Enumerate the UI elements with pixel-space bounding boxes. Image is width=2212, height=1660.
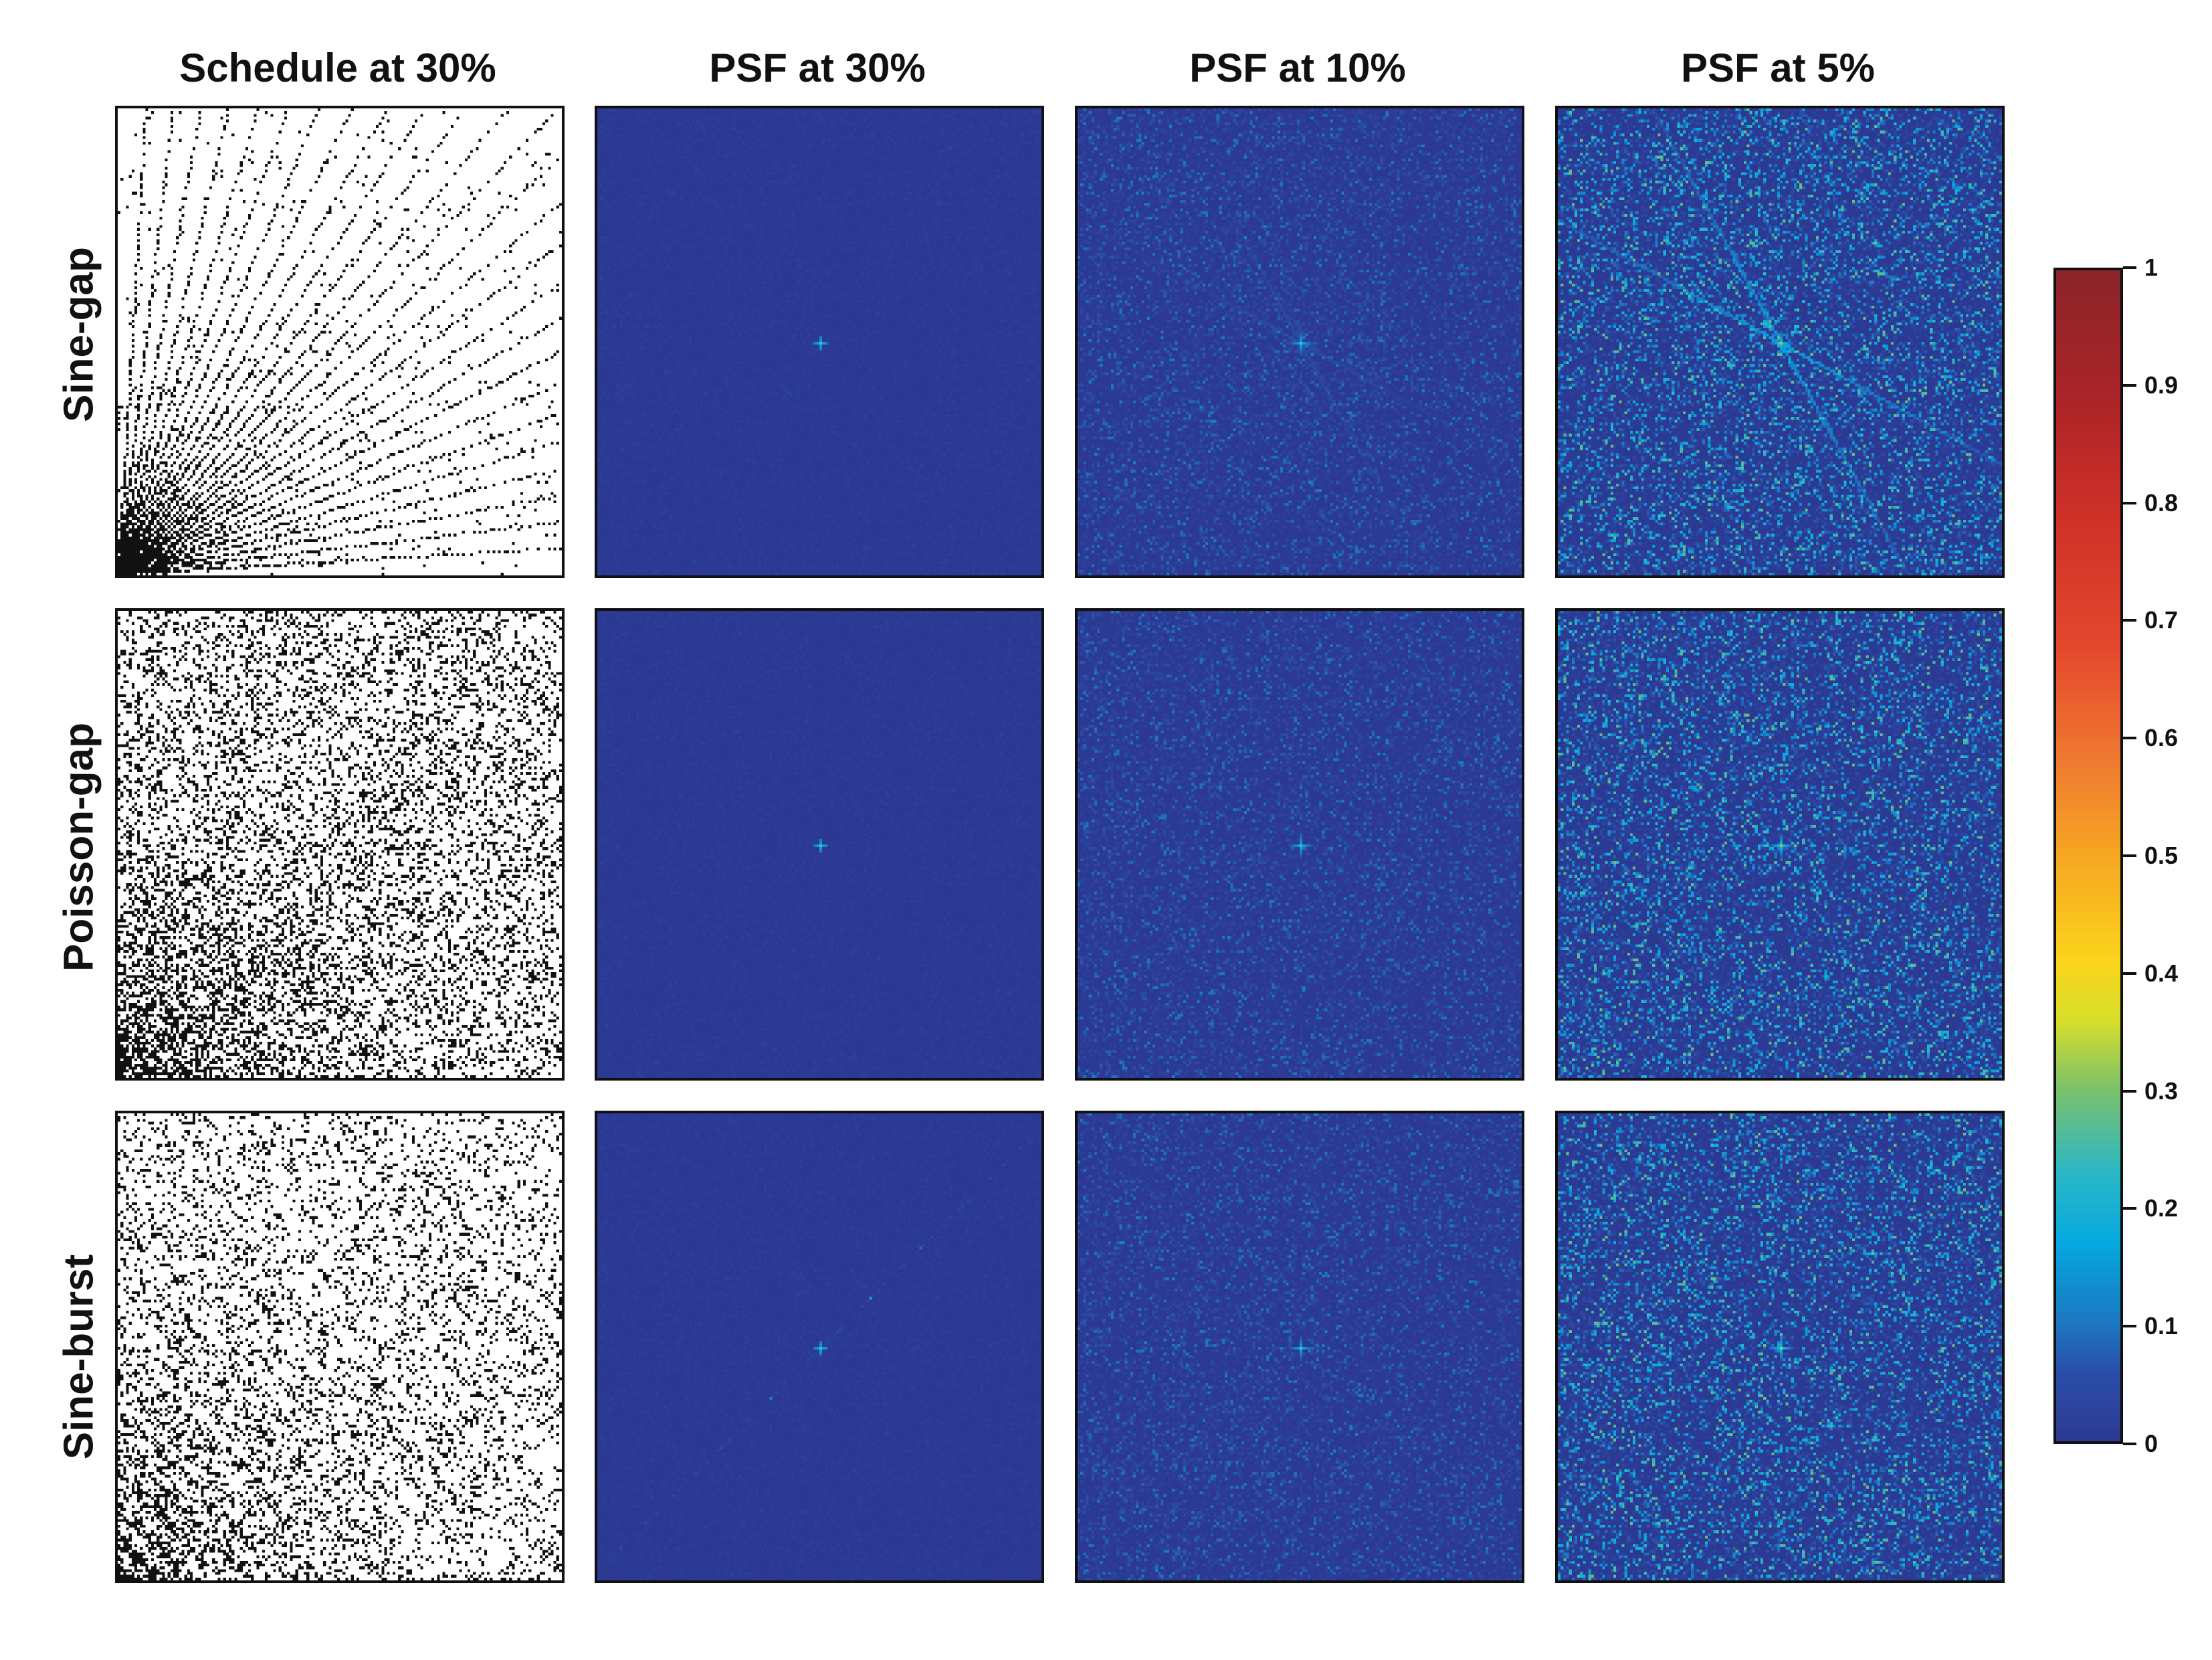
colorbar-tick-label: 0.7 [2144,606,2179,634]
psf-heatmap [1078,611,1522,1078]
psf-panel-poisson-gap-5 [1555,608,2005,1081]
psf-panel-sine-burst-10 [1075,1111,1524,1583]
colorbar [2053,268,2123,1444]
colorbar-tick-label: 0.3 [2144,1077,2179,1105]
psf-heatmap [1078,1113,1522,1580]
schedule-panel-sine-burst [115,1111,565,1583]
colorbar-tick [2123,266,2136,269]
schedule-panel-sine-gap [115,106,565,578]
psf-heatmap [1558,611,2002,1078]
colorbar-tick-label: 0.1 [2144,1312,2179,1340]
colorbar-tick [2123,619,2136,622]
psf-panel-sine-gap-5 [1555,106,2005,578]
colorbar-tick [2123,1325,2136,1328]
colorbar-tick-label: 0.5 [2144,842,2179,869]
psf-panel-sine-burst-30 [595,1111,1044,1583]
colorbar-tick [2123,383,2136,387]
colorbar-tick-label: 0.6 [2144,724,2179,752]
psf-heatmap [597,108,1041,575]
colorbar-tick-label: 0.2 [2144,1194,2179,1222]
row-label-poisson-gap: Poisson-gap [56,722,102,972]
colorbar-tick [2123,737,2136,740]
col-title-psf-10: PSF at 10% [1189,45,1406,90]
col-title-psf-5: PSF at 5% [1680,45,1876,90]
psf-heatmap [597,1113,1041,1580]
colorbar-tick [2123,1089,2136,1093]
psf-panel-poisson-gap-30 [595,608,1044,1081]
psf-panel-sine-burst-5 [1555,1111,2005,1583]
colorbar-tick-label: 0.4 [2144,959,2179,987]
row-label-sine-gap: Sine-gap [56,247,102,422]
col-title-psf-30: PSF at 30% [709,45,926,90]
colorbar-tick [2123,501,2136,504]
colorbar-tick [2123,1207,2136,1210]
schedule-image [118,108,562,575]
col-title-schedule-30: Schedule at 30% [179,45,496,90]
colorbar-tick [2123,854,2136,857]
colorbar-tick [2123,972,2136,975]
schedule-image [118,611,562,1078]
colorbar-tick-label: 1 [2144,254,2158,281]
row-label-sine-burst: Sine-burst [56,1254,102,1460]
schedule-image [118,1113,562,1580]
psf-heatmap [1558,1113,2002,1580]
psf-panel-sine-gap-30 [595,106,1044,578]
psf-heatmap [1558,108,2002,575]
colorbar-tick-label: 0.9 [2144,371,2179,399]
colorbar-tick-label: 0.8 [2144,488,2179,517]
psf-panel-sine-gap-10 [1075,106,1524,578]
psf-panel-poisson-gap-10 [1075,608,1524,1081]
psf-heatmap [597,611,1041,1078]
colorbar-tick [2123,1443,2136,1445]
psf-heatmap [1078,108,1522,575]
colorbar-tick-label: 0 [2144,1430,2158,1457]
schedule-panel-poisson-gap [115,608,565,1081]
